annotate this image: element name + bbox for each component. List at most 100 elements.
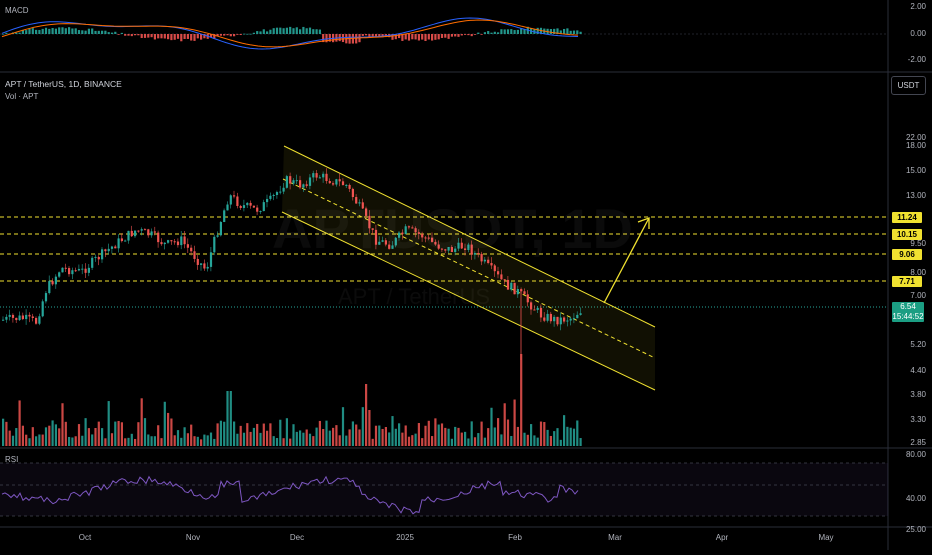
- volume-bar: [368, 409, 371, 446]
- macd-histogram-bar: [490, 32, 493, 34]
- macd-histogram-bar: [483, 32, 486, 34]
- volume-bar: [315, 427, 318, 446]
- macd-histogram-bar: [566, 28, 569, 34]
- candle-body: [272, 194, 275, 196]
- candle-body: [38, 316, 41, 324]
- macd-histogram-bar: [97, 30, 100, 34]
- candle-body: [130, 230, 133, 237]
- candle-body: [431, 237, 434, 242]
- time-axis-label: May: [818, 533, 834, 542]
- candle-body: [203, 263, 206, 269]
- volume-bar: [74, 436, 77, 446]
- price-axis-label: 15.00: [905, 166, 926, 175]
- candle-body: [176, 241, 180, 246]
- macd-histogram-bar: [249, 33, 252, 35]
- volume-bar: [477, 433, 480, 446]
- candle-body: [407, 226, 411, 228]
- macd-histogram-bar: [223, 34, 226, 36]
- candle-body: [137, 230, 140, 232]
- candle-body: [467, 244, 470, 250]
- volume-bar: [180, 437, 183, 446]
- macd-histogram-bar: [467, 34, 470, 36]
- volume-bar: [569, 427, 572, 446]
- candle-body: [252, 205, 255, 208]
- candle-body: [58, 272, 61, 277]
- candle-body: [526, 294, 529, 303]
- candle-body: [68, 268, 71, 275]
- rsi-band-fill: [0, 463, 888, 516]
- volume-bar: [256, 423, 259, 446]
- candle-body: [417, 232, 420, 234]
- volume-bar: [44, 427, 48, 446]
- candle-body: [335, 179, 338, 185]
- level-tag[interactable]: 10.15: [892, 229, 922, 240]
- level-tag[interactable]: 11.24: [892, 212, 922, 223]
- level-tag[interactable]: 9.06: [892, 249, 922, 260]
- volume-bar: [312, 436, 315, 446]
- macd-histogram-bar: [256, 31, 259, 34]
- candle-body: [427, 237, 430, 239]
- volume-bar: [285, 418, 288, 446]
- level-tag[interactable]: 7.71: [892, 276, 922, 287]
- candle-body: [269, 195, 272, 199]
- candle-body: [490, 263, 493, 266]
- volume-bar: [91, 434, 94, 446]
- macd-histogram-bar: [391, 34, 394, 40]
- candle-body: [510, 282, 513, 290]
- candle-body: [371, 228, 374, 230]
- volume-bar: [427, 420, 430, 446]
- macd-histogram-bar: [407, 34, 411, 41]
- candle-body: [226, 204, 229, 211]
- volume-bar: [457, 427, 460, 446]
- volume-bar: [35, 436, 38, 446]
- volume-bar: [332, 427, 335, 446]
- macd-histogram-bar: [536, 27, 539, 34]
- volume-bar: [520, 354, 523, 446]
- price-axis-label: 2.85: [910, 438, 926, 447]
- candle-body: [143, 229, 147, 231]
- time-axis-label: Feb: [508, 533, 522, 542]
- candle-body: [91, 257, 94, 268]
- macd-histogram-bar: [101, 30, 104, 34]
- macd-histogram-bar: [454, 34, 457, 37]
- macd-histogram-bar: [401, 34, 404, 41]
- macd-histogram-bar: [275, 27, 279, 34]
- candle-body: [315, 173, 318, 178]
- candle-body: [285, 176, 288, 188]
- volume-bar: [355, 424, 358, 446]
- quote-currency-button[interactable]: USDT: [891, 76, 926, 95]
- candle-body: [368, 215, 371, 229]
- candle-body: [312, 173, 315, 178]
- volume-bar: [262, 423, 265, 446]
- volume-bar: [556, 428, 559, 446]
- volume-bar: [216, 423, 219, 446]
- volume-bar: [381, 428, 384, 446]
- candle-body: [388, 244, 391, 249]
- volume-bar: [68, 436, 71, 446]
- candle-body: [556, 316, 559, 325]
- volume-bar: [2, 418, 5, 446]
- volume-bar: [513, 399, 516, 446]
- macd-histogram-bar: [196, 34, 199, 39]
- candle-body: [94, 256, 97, 258]
- symbol-title[interactable]: APT / TetherUS, 1D, BINANCE: [5, 79, 122, 89]
- volume-bar: [38, 434, 41, 446]
- macd-histogram-bar: [470, 34, 473, 37]
- candle-body: [421, 233, 424, 238]
- volume-bar: [295, 431, 298, 446]
- macd-histogram-bar: [269, 29, 272, 34]
- volume-bar: [308, 433, 312, 446]
- macd-histogram-bar: [140, 34, 143, 39]
- volume-bar: [114, 421, 117, 446]
- candle-body: [25, 314, 28, 320]
- macd-histogram-bar: [176, 34, 180, 39]
- macd-histogram-bar: [371, 34, 374, 38]
- volume-bar: [440, 423, 444, 446]
- macd-histogram-bar: [424, 34, 427, 42]
- volume-bar: [160, 438, 163, 446]
- candle-body: [193, 251, 196, 259]
- macd-histogram-bar: [143, 34, 147, 38]
